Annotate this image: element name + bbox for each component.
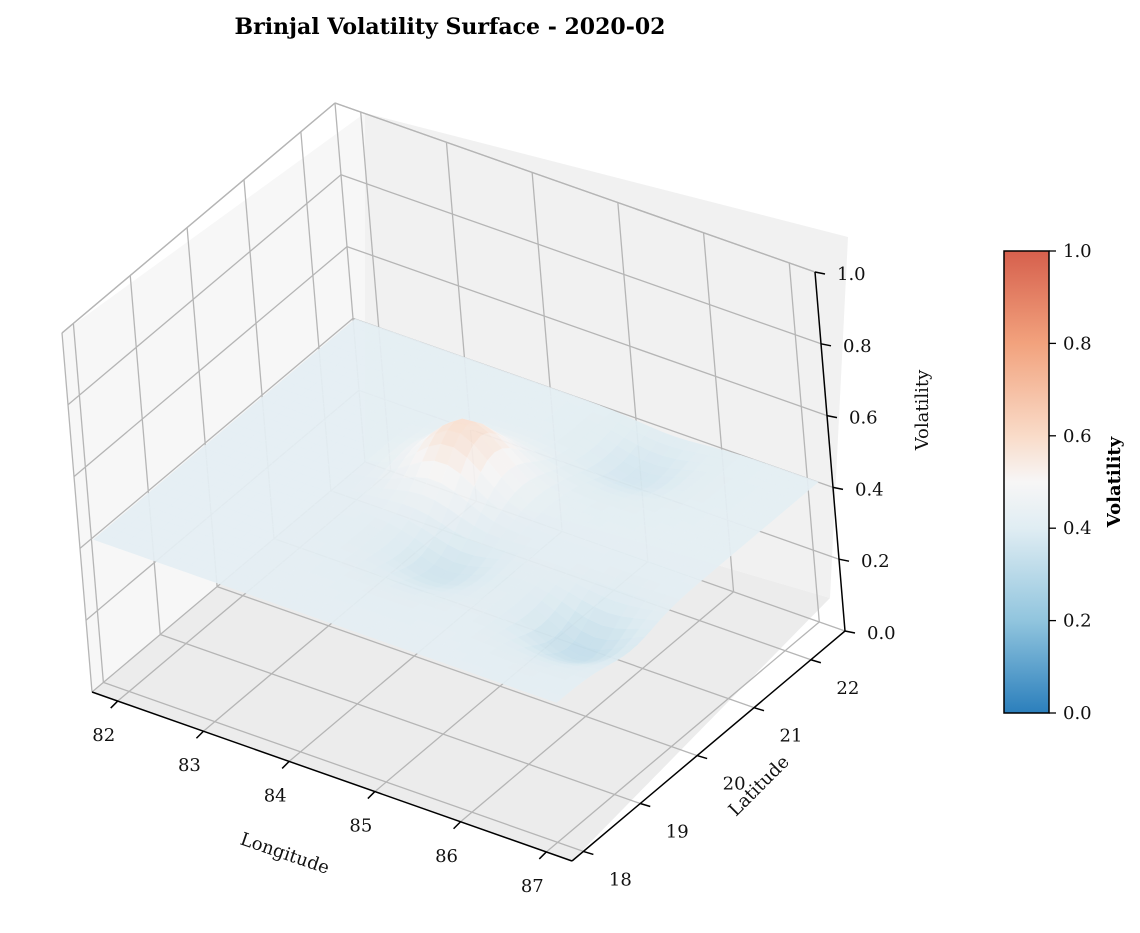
y-tick-label: 22 [836, 678, 859, 699]
grid-line-z-left-0.6 [73, 246, 348, 478]
colorbar-tick-label: 0.6 [1063, 426, 1092, 447]
z-tick-label: 0.8 [843, 336, 872, 357]
z-tick-mark [814, 271, 826, 275]
x-tick-label: 83 [178, 755, 201, 776]
x-tick-label: 87 [521, 876, 544, 897]
x-tick-mark [195, 730, 204, 739]
y-tick-mark [583, 850, 594, 856]
x-tick-mark [453, 821, 462, 830]
y-tick-label: 20 [723, 774, 746, 795]
x-tick-label: 82 [92, 725, 115, 746]
z-tick-label: 0.2 [861, 551, 890, 572]
colorbar-tick-label: 0.4 [1063, 518, 1092, 539]
grid-line-lon-87 [545, 621, 820, 853]
y-tick-mark [753, 706, 765, 712]
grid-line-z-left-0.4 [79, 317, 354, 549]
z-axis-line [814, 271, 846, 632]
z-tick-label: 1.0 [837, 264, 866, 285]
colorbar-gradient [1003, 250, 1050, 714]
x-tick-mark [367, 791, 376, 800]
colorbar-tick-label: 1.0 [1063, 241, 1092, 262]
colorbar-tick-label: 0.8 [1063, 333, 1092, 354]
pane-edge-0 [61, 332, 93, 693]
axes-3d: 82 83 84 85 86 87 18 19 20 21 22 0.0 0.2 0.4 0.6 0.8 1.0 [61, 102, 896, 897]
x-tick-mark [538, 851, 547, 860]
colorbar: 0.0 0.2 0.4 0.6 0.8 1.0 Volatility [1003, 241, 1125, 724]
y-tick-mark [810, 659, 822, 664]
y-tick-label: 18 [609, 869, 632, 890]
grid-line-lat-19 [160, 633, 641, 805]
x-tick-label: 85 [349, 816, 372, 837]
z-tick-label: 0.6 [849, 408, 878, 429]
z-tick-label: 0.4 [855, 479, 884, 500]
x-tick-mark [281, 760, 290, 769]
surface-patch [543, 691, 565, 703]
y-axis-line [571, 630, 846, 862]
pane-edge-1 [61, 102, 336, 334]
volatility-surface [93, 318, 819, 703]
axis-ticks: 82 83 84 85 86 87 18 19 20 21 22 0.0 0.2 0.4 0.6 0.8 1.0 [92, 264, 895, 897]
colorbar-tick-label: 0.0 [1063, 703, 1092, 724]
x-axis-label: Longitude [238, 829, 332, 879]
y-tick-mark [640, 802, 651, 808]
grid-line-lat-wall-19 [129, 275, 161, 635]
z-tick-mark [832, 486, 844, 491]
colorbar-label: Volatility [1104, 436, 1125, 528]
chart-title: Brinjal Volatility Surface - 2020-02 [235, 14, 666, 40]
grid-line-lon-86 [460, 591, 734, 823]
grid-line-lat-20 [216, 585, 698, 757]
axis-lines [91, 271, 846, 862]
colorbar-ticks: 0.0 0.2 0.4 0.6 0.8 1.0 [1049, 241, 1092, 724]
colorbar-tick-label: 0.2 [1063, 611, 1092, 632]
x-tick-label: 84 [264, 785, 287, 806]
x-tick-mark [110, 700, 119, 709]
z-tick-mark [820, 343, 832, 347]
grid-line-lat-18 [103, 681, 584, 853]
grid-line-lon-wall-87 [788, 262, 820, 623]
grid-line-z-right-0.8 [340, 174, 822, 345]
z-tick-label: 0.0 [867, 623, 896, 644]
y-tick-label: 19 [666, 822, 689, 843]
pane-edge-2 [334, 102, 816, 273]
z-axis-label: Volatility [912, 369, 933, 451]
x-tick-label: 86 [435, 846, 458, 867]
z-tick-mark [844, 630, 856, 634]
z-tick-mark [838, 558, 850, 562]
x-axis-line [91, 691, 573, 862]
grid-line-z-right-0.6 [346, 245, 828, 417]
z-tick-mark [826, 414, 838, 419]
grid-line-lat-wall-18 [72, 323, 105, 683]
grid-line-z-left-0.8 [67, 174, 342, 406]
y-tick-label: 21 [780, 726, 803, 747]
y-tick-mark [696, 754, 708, 760]
